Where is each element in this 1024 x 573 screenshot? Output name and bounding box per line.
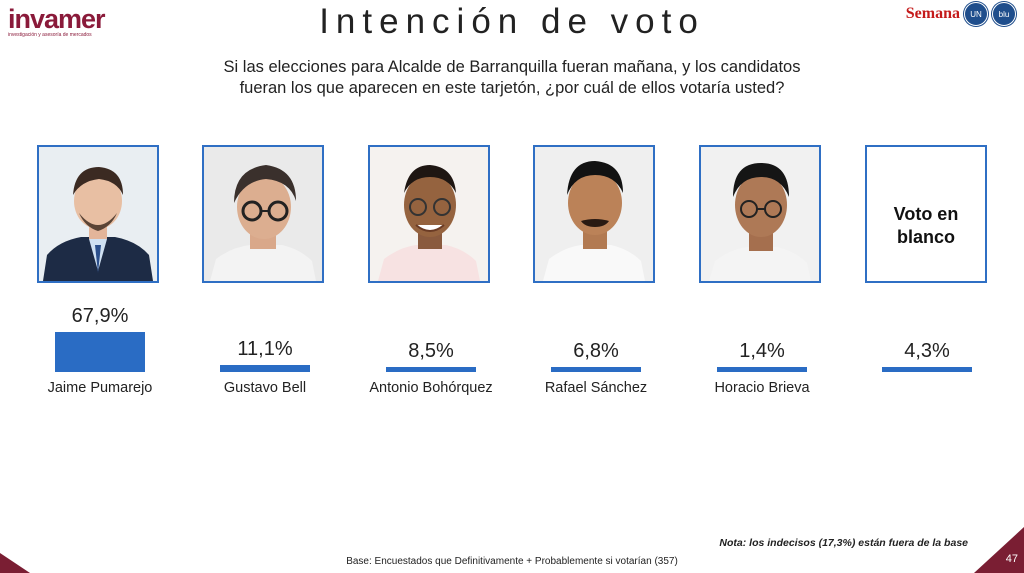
candidate-photo-bohorquez bbox=[368, 145, 490, 283]
logo-tagline: investigación y asesoría de mercados bbox=[8, 32, 92, 38]
logo-name: invamer bbox=[8, 4, 106, 34]
base-note: Base: Encuestados que Definitivamente + … bbox=[346, 556, 678, 567]
partner-badge-1: UN bbox=[964, 2, 988, 26]
corner-decoration-right bbox=[974, 527, 1024, 573]
bar-6 bbox=[882, 367, 972, 372]
footnote: Nota: los indecisos (17,3%) están fuera … bbox=[719, 537, 968, 549]
survey-question: Si las elecciones para Alcalde de Barran… bbox=[0, 57, 1024, 99]
partner-logos: Semana UN blu bbox=[906, 2, 1016, 26]
bar-2 bbox=[220, 365, 310, 372]
question-line-2: fueran los que aparecen en este tarjetón… bbox=[239, 79, 785, 97]
bar-3 bbox=[386, 366, 476, 372]
value-label-3: 8,5% bbox=[408, 339, 454, 362]
corner-decoration-left bbox=[0, 553, 30, 573]
bar-4 bbox=[551, 367, 641, 372]
candidate-photo-bell bbox=[202, 145, 324, 283]
candidate-name-2: Gustavo Bell bbox=[223, 380, 307, 396]
candidate-name-3: Antonio Bohórquez bbox=[369, 380, 493, 396]
value-label-4: 6,8% bbox=[573, 340, 619, 362]
value-label-5: 1,4% bbox=[739, 340, 785, 362]
blank-vote-box: Voto en blanco bbox=[865, 145, 987, 283]
blank-vote-text: Voto en blanco bbox=[893, 204, 959, 247]
value-label-6: 4,3% bbox=[904, 340, 950, 362]
bar-1 bbox=[55, 332, 145, 372]
question-line-1: Si las elecciones para Alcalde de Barran… bbox=[223, 58, 801, 76]
candidate-photo-pumarejo bbox=[37, 145, 159, 283]
candidate-photo-brieva bbox=[699, 145, 821, 283]
invamer-logo: invamer investigación y asesoría de merc… bbox=[8, 4, 108, 38]
candidate-name-4: Rafael Sánchez bbox=[544, 380, 648, 396]
partner-badge-2: blu bbox=[992, 2, 1016, 26]
bar-5 bbox=[717, 367, 807, 372]
candidate-name-5: Horacio Brieva bbox=[714, 380, 810, 396]
semana-logo: Semana bbox=[905, 5, 960, 22]
page-title: Intención de voto bbox=[319, 2, 705, 41]
candidate-name-1: Jaime Pumarejo bbox=[47, 380, 153, 396]
value-label-2: 11,1% bbox=[237, 338, 293, 361]
candidate-photo-sanchez bbox=[533, 145, 655, 283]
page-number: 47 bbox=[1005, 553, 1018, 565]
value-label-1: 67,9% bbox=[71, 305, 129, 327]
